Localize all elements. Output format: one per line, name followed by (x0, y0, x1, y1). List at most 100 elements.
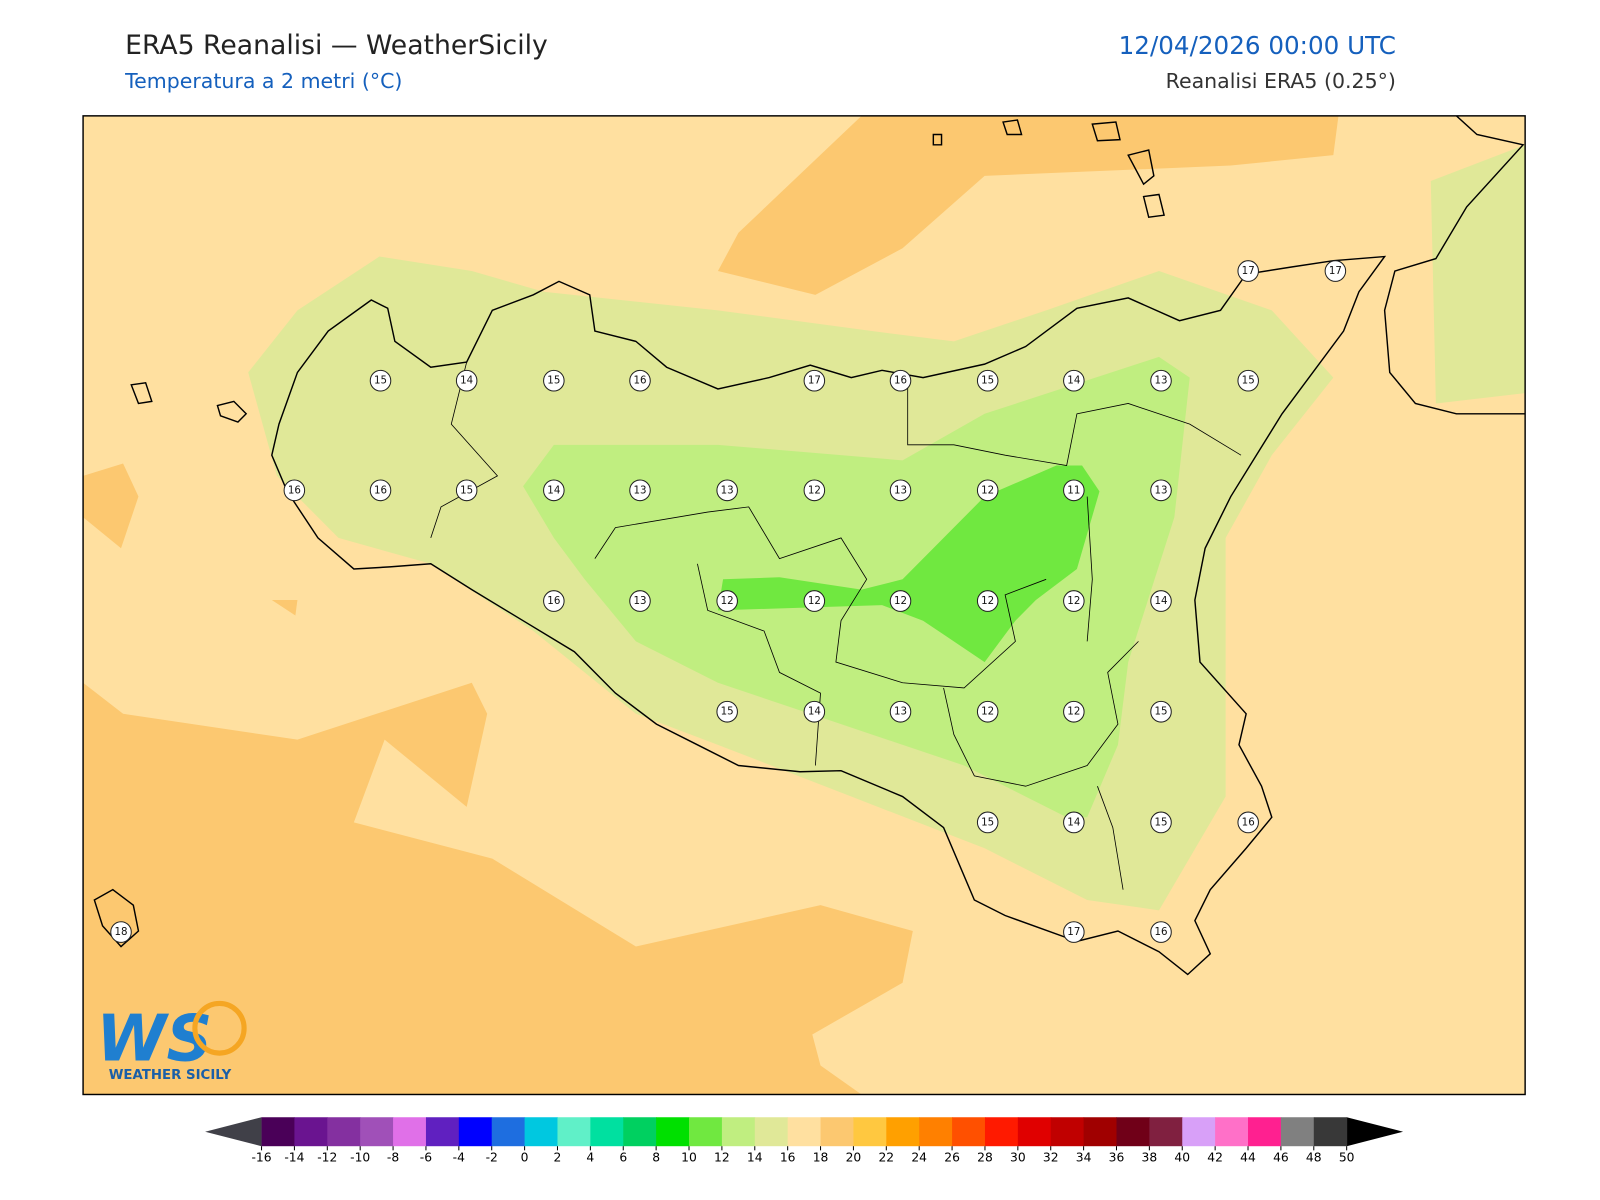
station-value: 17 (1329, 265, 1342, 277)
colorbar-tick-label: 14 (747, 1151, 763, 1165)
colorbar-tick-label: 2 (554, 1151, 562, 1165)
logo-text: WEATHER SICILY (109, 1068, 232, 1083)
colorbar-tick-label: 44 (1240, 1151, 1256, 1165)
station-value: 15 (460, 484, 473, 496)
logo-mark: WS (96, 1002, 212, 1076)
colorbar-tick-label: 20 (846, 1151, 862, 1165)
colorbar-tick-label: 34 (1076, 1151, 1092, 1165)
colorbar-tick-label: 6 (619, 1151, 627, 1165)
station-value: 17 (808, 375, 821, 387)
colorbar-bin (360, 1117, 394, 1147)
station-marker (1063, 921, 1085, 943)
station-value: 15 (1242, 375, 1255, 387)
station-value: 12 (808, 484, 821, 496)
colorbar-bin (886, 1117, 920, 1147)
colorbar-tick-label: 28 (977, 1151, 993, 1165)
logo-sun (192, 1000, 247, 1056)
coastline (93, 115, 1526, 976)
colorbar-bin (689, 1117, 723, 1147)
station-marker (976, 590, 999, 612)
colorbar-bin (1149, 1117, 1183, 1147)
map: 17 17 15 14 15 16 17 16 15 14 13 15 16 16 15 14 13 13 12 13… (83, 115, 1526, 1095)
station-marker (455, 479, 478, 502)
station-marker (1237, 811, 1259, 834)
colorbar-tick-label: 48 (1306, 1151, 1322, 1165)
colorbar-bin (524, 1117, 558, 1147)
colorbar-bin (425, 1117, 460, 1147)
station-marker (889, 590, 912, 612)
colorbar-tick-label: 24 (911, 1151, 927, 1165)
station-marker (716, 700, 738, 723)
station-value: 17 (1067, 926, 1080, 938)
station-value: 12 (1067, 706, 1080, 718)
colorbar-tick-label: -16 (251, 1151, 271, 1165)
station-value: 16 (1242, 816, 1255, 828)
subtitle: Temperatura a 2 metri (°C) (124, 69, 402, 93)
station-value: 12 (808, 595, 821, 607)
station-marker (1150, 479, 1172, 502)
station-marker (976, 369, 999, 392)
station-marker (716, 590, 738, 612)
station-marker (1150, 811, 1172, 834)
colorbar-tick-label: -4 (453, 1151, 465, 1165)
station-marker (1150, 921, 1172, 943)
station-marker (629, 590, 651, 612)
station-value: 13 (721, 484, 734, 496)
colorbar-bin (590, 1117, 624, 1147)
station-marker (455, 369, 478, 392)
station-marker (803, 700, 826, 723)
colorbar-bin (1248, 1117, 1282, 1147)
station-value: 13 (1154, 375, 1167, 387)
station-value: 15 (721, 706, 734, 718)
station-marker (1063, 479, 1085, 502)
colorbar: -16 -14 -12 -10 -8 -6 -4 -2 0 2 4 6 8 10 12 14 16 18 20 22 2… (205, 1117, 1404, 1165)
colorbar-tick-label: 40 (1174, 1151, 1190, 1165)
station-marker (1063, 811, 1085, 834)
station-marker (803, 479, 826, 502)
colorbar-bin (458, 1117, 493, 1147)
station-marker (1150, 700, 1172, 723)
station-value: 15 (374, 375, 387, 387)
colorbar-bin (623, 1117, 657, 1147)
station-value: 15 (981, 375, 994, 387)
station-marker (716, 479, 738, 502)
mild-area (1430, 144, 1526, 404)
station-marker (283, 479, 306, 502)
colorbar-tick-label: 32 (1043, 1151, 1059, 1165)
colorbar-bin (327, 1117, 361, 1147)
station-value: 15 (1154, 706, 1167, 718)
station-marker (369, 479, 392, 502)
station-value: 12 (981, 484, 994, 496)
station-marker (543, 369, 565, 392)
station-value: 13 (633, 484, 646, 496)
colorbar-tick-label: 8 (652, 1151, 660, 1165)
colorbar-tick-label: -10 (350, 1151, 370, 1165)
date: 12/04/2026 00:00 UTC (1119, 31, 1396, 60)
station-value: 14 (1154, 595, 1167, 607)
colorbar-bin (721, 1117, 756, 1147)
station-marker (1063, 369, 1085, 392)
station-marker (976, 700, 999, 723)
colorbar-bin (557, 1117, 591, 1147)
station-value: 11 (1067, 484, 1080, 496)
warm-area (717, 115, 1339, 295)
colorbar-bin (1182, 1117, 1216, 1147)
colorbar-tick-label: 18 (813, 1151, 829, 1165)
province-borders (430, 361, 1242, 890)
colorbar-bin (754, 1117, 789, 1147)
station-marker (629, 479, 651, 502)
title: ERA5 Reanalisi — WeatherSicily (125, 30, 548, 61)
station-marker (889, 700, 912, 723)
station-value: 14 (460, 375, 473, 387)
colorbar-tick-label: 30 (1010, 1151, 1026, 1165)
station-value: 14 (1067, 816, 1080, 828)
station-value: 15 (547, 375, 560, 387)
map-frame (82, 115, 1526, 1096)
colorbar-bin (952, 1117, 986, 1147)
colorbar-bin (1017, 1117, 1052, 1147)
station-value: 14 (1067, 375, 1080, 387)
station-value: 16 (374, 484, 387, 496)
source: Reanalisi ERA5 (0.25°) (1166, 69, 1396, 93)
stations: 17 17 15 14 15 16 17 16 15 14 13 15 16 16 15 14 13 13 12 13… (110, 260, 1347, 943)
station-marker (976, 811, 999, 834)
